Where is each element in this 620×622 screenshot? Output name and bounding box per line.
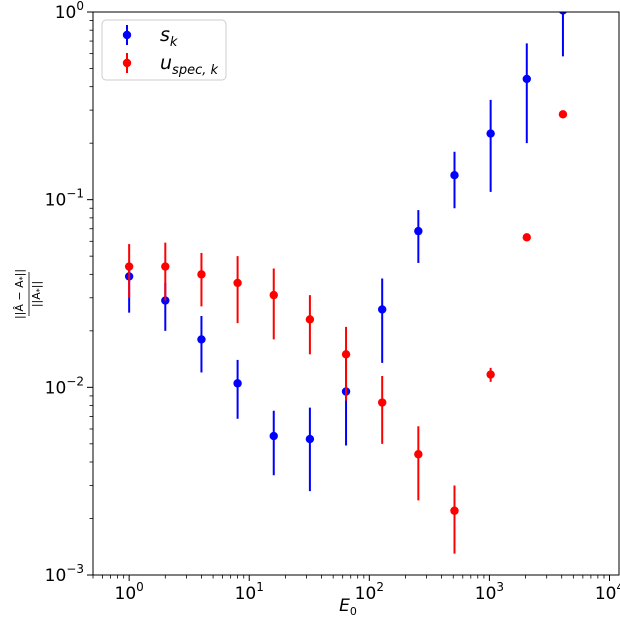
- data-point: [377, 398, 387, 407]
- plot-frame: [92, 11, 620, 576]
- data-point: [486, 129, 495, 138]
- y-tick-label: 100: [55, 0, 84, 23]
- y-axis-label: ||Â − A*|| ||A*||: [13, 269, 44, 319]
- data-point: [486, 370, 495, 379]
- plot-marks: [124, 12, 568, 554]
- data-point: [377, 305, 387, 314]
- series-u-spec-k: [124, 110, 568, 554]
- legend-label: uspec, k: [160, 52, 218, 78]
- data-point: [522, 233, 531, 242]
- data-point: [269, 290, 278, 300]
- data-point: [450, 171, 459, 180]
- data-point: [124, 262, 134, 271]
- x-tick-label: 101: [235, 580, 264, 604]
- data-point: [161, 262, 170, 271]
- data-point: [233, 379, 242, 388]
- data-point: [197, 335, 206, 344]
- y-tick-label: 10−3: [45, 562, 84, 586]
- data-point: [305, 315, 315, 324]
- data-point: [305, 434, 315, 444]
- y-tick-label: 10−2: [45, 374, 84, 398]
- axes: 100 101 102 103 104 10−3 10−2 10−1 100: [45, 0, 620, 604]
- data-point: [558, 110, 568, 119]
- x-tick-label: 103: [475, 580, 504, 604]
- data-point: [197, 270, 206, 279]
- legend-marker: [122, 58, 132, 68]
- data-point: [450, 506, 459, 515]
- svg-text:||A*||: ||A*||: [30, 281, 44, 307]
- y-tick-label: 10−1: [45, 187, 84, 211]
- legend-label: sk: [160, 24, 178, 50]
- x-tick-label: 102: [355, 580, 384, 604]
- data-point: [559, 12, 567, 15]
- data-point: [233, 278, 242, 288]
- x-tick-label: 104: [595, 580, 620, 604]
- legend-entry: sk: [122, 24, 178, 50]
- data-point: [269, 431, 278, 441]
- svg-text:||Â − A*||: ||Â − A*||: [13, 269, 27, 319]
- data-point: [341, 350, 351, 359]
- legend-marker: [122, 30, 132, 40]
- data-point: [522, 74, 531, 84]
- legend-entry: uspec, k: [122, 52, 218, 78]
- data-point: [414, 450, 423, 459]
- x-tick-label: 100: [115, 580, 144, 604]
- legend-box: [101, 19, 227, 81]
- series-s-k: [124, 12, 567, 492]
- data-point: [414, 226, 423, 236]
